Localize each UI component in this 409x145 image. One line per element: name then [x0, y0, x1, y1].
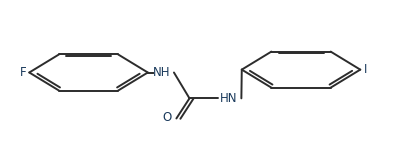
- Text: HN: HN: [220, 92, 237, 105]
- Text: NH: NH: [152, 66, 170, 79]
- Text: I: I: [364, 63, 367, 76]
- Text: O: O: [162, 110, 171, 124]
- Text: F: F: [19, 66, 26, 79]
